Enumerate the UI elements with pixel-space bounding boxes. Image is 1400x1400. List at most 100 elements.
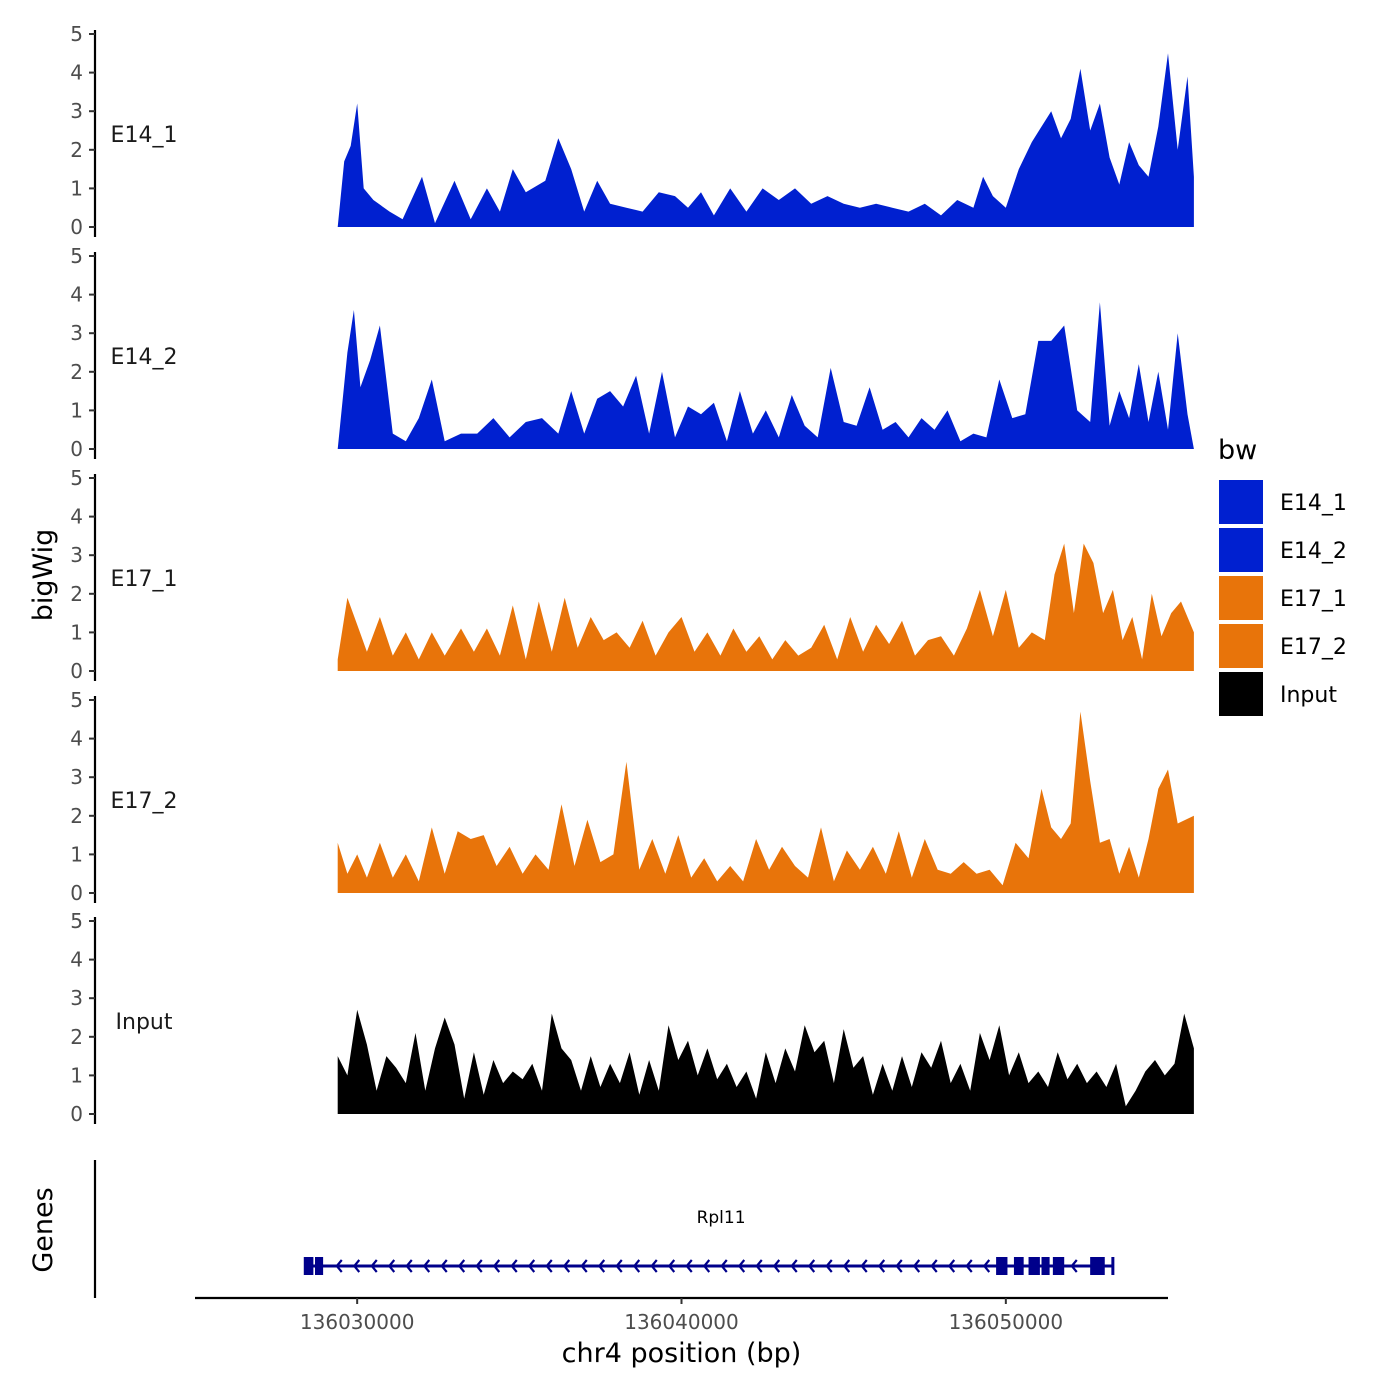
- strand-arrow: [860, 1259, 868, 1273]
- strand-arrow: [615, 1259, 623, 1273]
- y-tick-label: 5: [70, 22, 83, 46]
- strand-arrow: [370, 1259, 378, 1273]
- strand-arrow: [825, 1259, 833, 1273]
- y-tick-label: 3: [70, 986, 83, 1010]
- y-tick-label: 0: [70, 659, 83, 683]
- track-e14_1: 0 1 2 3 4 5 E14_1: [70, 22, 1194, 239]
- area-e14_2: [337, 302, 1194, 449]
- y-tick-label: 3: [70, 765, 83, 789]
- strand-arrow: [352, 1259, 361, 1273]
- legend: bw E14_1 E14_2 E17_1 E17_2 Input: [1218, 435, 1347, 716]
- strand-arrow: [597, 1259, 606, 1273]
- y-tick-label: 2: [70, 138, 83, 162]
- legend-swatch: [1219, 672, 1263, 716]
- track-input: 0 1 2 3 4 5 Input: [70, 909, 1194, 1126]
- y-tick-label: 3: [70, 99, 83, 123]
- area-e14_1: [337, 53, 1194, 227]
- strand-arrow: [930, 1259, 938, 1273]
- x-axis-title: chr4 position (bp): [562, 1338, 802, 1369]
- y-tick-label: 0: [70, 437, 83, 461]
- legend-label: E17_2: [1280, 635, 1347, 660]
- strand-arrow: [475, 1259, 483, 1273]
- gene-exon: [305, 1257, 314, 1275]
- legend-swatch: [1219, 480, 1263, 524]
- x-axis-ticks: 136030000 136040000 136050000: [300, 1298, 1063, 1334]
- track-label: E17_1: [111, 567, 178, 592]
- strand-arrow: [702, 1259, 711, 1273]
- y-tick-label: 5: [70, 466, 83, 490]
- gene-exon: [1090, 1257, 1105, 1275]
- strand-arrow: [877, 1259, 886, 1273]
- gene-exon: [1013, 1257, 1024, 1275]
- strand-arrow: [580, 1259, 588, 1273]
- legend-items: E14_1 E14_2 E17_1 E17_2 Input: [1219, 480, 1347, 716]
- signal-tracks: 0 1 2 3 4 5 E14_1 0 1 2 3 4 5 E14_2 0 1 2 3 4 5 E17_1 0 1 2 3 4 5 E…: [70, 22, 1194, 1126]
- strand-arrow: [422, 1259, 431, 1273]
- y-tick-label: 3: [70, 543, 83, 567]
- track-label: Input: [116, 1010, 173, 1035]
- x-tick-label: 136030000: [300, 1310, 415, 1334]
- legend-label: Input: [1280, 683, 1337, 708]
- y-tick-label: 5: [70, 688, 83, 712]
- legend-label: E14_2: [1280, 539, 1347, 564]
- strand-arrow: [912, 1259, 921, 1273]
- legend-item-input: Input: [1219, 672, 1337, 716]
- x-tick-label: 136050000: [949, 1310, 1064, 1334]
- y-tick-label: 1: [70, 176, 83, 200]
- gene-label: Rpl11: [697, 1208, 746, 1228]
- strand-arrow: [772, 1259, 781, 1273]
- strand-arrow: [895, 1259, 903, 1273]
- strand-arrow: [545, 1259, 553, 1273]
- y-tick-label: 5: [70, 244, 83, 268]
- gene-exon: [315, 1257, 324, 1275]
- strand-arrow: [457, 1259, 466, 1273]
- strand-arrow: [807, 1259, 816, 1273]
- strand-arrow: [440, 1259, 448, 1273]
- strand-arrow: [965, 1259, 973, 1273]
- area-e17_1: [337, 543, 1194, 671]
- track-label: E14_2: [111, 345, 178, 370]
- legend-swatch: [1219, 576, 1263, 620]
- strand-arrow: [562, 1259, 571, 1273]
- y-tick-label: 2: [70, 804, 83, 828]
- y-tick-label: 4: [70, 505, 83, 529]
- y-tick-label: 4: [70, 283, 83, 307]
- strand-arrow: [405, 1259, 413, 1273]
- strand-arrow: [492, 1259, 501, 1273]
- strand-arrow: [720, 1259, 728, 1273]
- gene-track: Rpl11: [93, 1160, 1115, 1298]
- y-tick-label: 2: [70, 582, 83, 606]
- gene-exon: [996, 1257, 1008, 1275]
- strand-arrow: [842, 1259, 851, 1273]
- gene-model-rpl11: [303, 1257, 1115, 1275]
- strand-arrow: [650, 1259, 658, 1273]
- strand-arrow: [685, 1259, 693, 1273]
- y-tick-label: 1: [70, 398, 83, 422]
- legend-label: E14_1: [1280, 491, 1347, 516]
- gene-exon: [1052, 1257, 1065, 1275]
- y-tick-label: 1: [70, 620, 83, 644]
- strand-arrow: [1070, 1259, 1078, 1273]
- y-tick-label: 4: [70, 61, 83, 85]
- strand-arrow: [335, 1259, 343, 1273]
- track-e17_2: 0 1 2 3 4 5 E17_2: [70, 688, 1194, 905]
- legend-swatch: [1219, 624, 1263, 668]
- x-axis: 136030000 136040000 136050000: [195, 1296, 1168, 1334]
- strand-arrow: [527, 1259, 536, 1273]
- track-label: E14_1: [111, 123, 178, 148]
- y-tick-label: 3: [70, 321, 83, 345]
- strand-arrow: [632, 1259, 641, 1273]
- legend-item-e17_1: E17_1: [1219, 576, 1347, 620]
- legend-label: E17_1: [1280, 587, 1347, 612]
- legend-item-e14_2: E14_2: [1219, 528, 1347, 572]
- y-tick-label: 1: [70, 1063, 83, 1087]
- strand-arrow: [790, 1259, 798, 1273]
- y-tick-label: 2: [70, 1025, 83, 1049]
- x-tick-label: 136040000: [624, 1310, 739, 1334]
- strand-arrow: [387, 1259, 396, 1273]
- strand-arrow: [755, 1259, 763, 1273]
- y-tick-label: 0: [70, 1102, 83, 1126]
- y-tick-label: 0: [70, 881, 83, 905]
- y-tick-label: 0: [70, 215, 83, 239]
